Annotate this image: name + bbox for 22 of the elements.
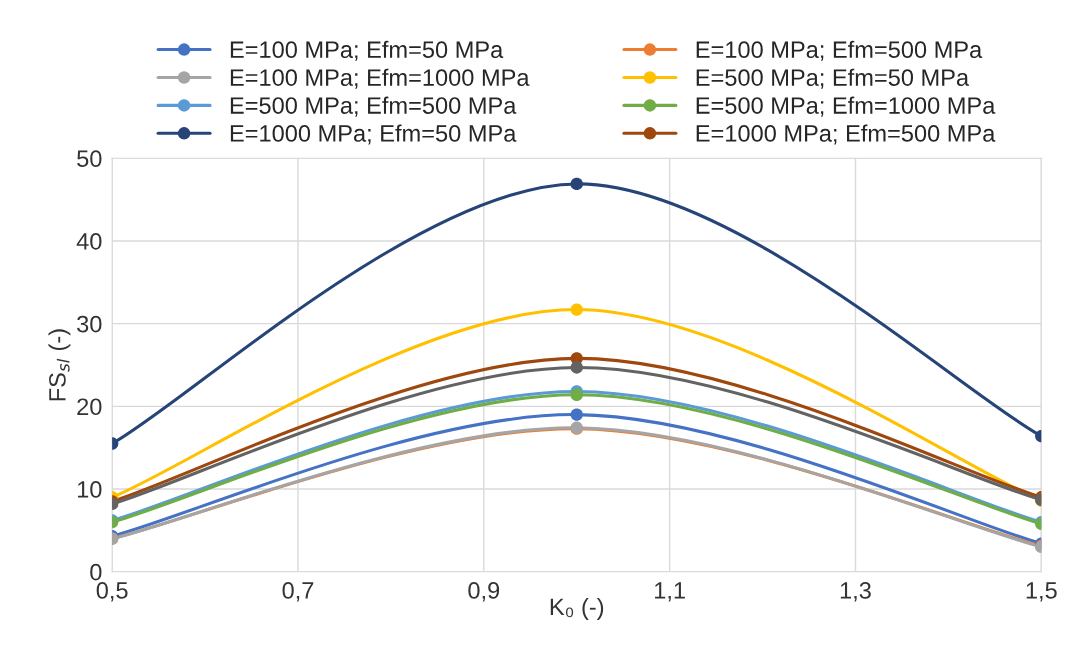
y-tick-label: 40 (76, 233, 102, 250)
legend-label: E=500 MPa; Efm=1000 MPa (696, 96, 996, 117)
y-axis-title: FS$_{sl}$ (-) (48, 329, 71, 401)
legend-label: E=100 MPa; Efm=50 MPa (230, 40, 504, 61)
x-tick-label: 0,9 (468, 582, 500, 602)
y-tick-label: 30 (77, 315, 102, 333)
legend-label: E=1000 MPa; Efm=500 MPa (696, 124, 996, 145)
x-tick-label: 0,5 (96, 582, 128, 602)
x-tick-label: 1,1 (655, 582, 685, 602)
legend-label: E=100 MPa; Efm=1000 MPa (230, 68, 530, 89)
y-tick-label: 20 (77, 398, 102, 416)
legend-label: E=1000 MPa; Efm=50 MPa (230, 124, 517, 145)
x-axis-title: K₀ (-) (550, 597, 604, 620)
y-tick-label: 50 (77, 150, 102, 168)
y-tick-label: 10 (77, 481, 102, 498)
legend-label: E=100 MPa; Efm=500 MPa (696, 40, 983, 61)
legend-label: E=500 MPa; Efm=500 MPa (230, 96, 517, 117)
x-tick-label: 0,7 (282, 582, 314, 602)
legend-label: E=500 MPa; Efm=50 MPa (696, 68, 970, 89)
y-tick-label: 0 (90, 563, 102, 581)
x-tick-label: 1,5 (1026, 582, 1057, 602)
x-tick-label: 1,3 (840, 582, 871, 602)
